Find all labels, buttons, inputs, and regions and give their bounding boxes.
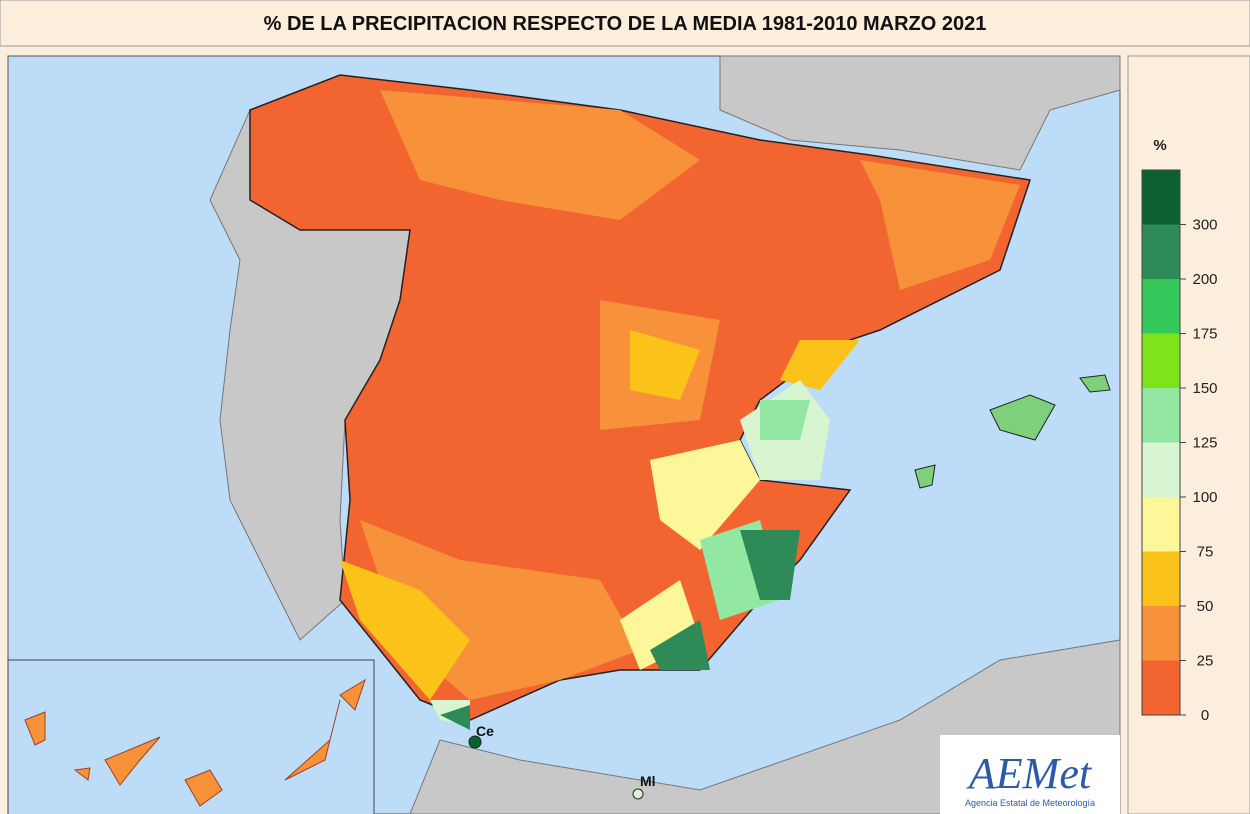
logo-subtitle: Agencia Estatal de Meteorología — [965, 798, 1095, 808]
map-figure: % DE LA PRECIPITACION RESPECTO DE LA MED… — [0, 0, 1250, 814]
legend-tick-label: 25 — [1197, 653, 1214, 670]
legend-tick-label: 200 — [1192, 271, 1217, 288]
legend-tick-label: 50 — [1197, 598, 1214, 615]
legend-tick-label: 0 — [1201, 707, 1209, 724]
page: % DE LA PRECIPITACION RESPECTO DE LA MED… — [0, 0, 1250, 814]
legend-tick-label: 150 — [1192, 380, 1217, 397]
legend-tick-label: 300 — [1192, 217, 1217, 234]
legend-swatch — [1142, 661, 1180, 716]
legend-tick-label: 100 — [1192, 489, 1217, 506]
legend-swatch — [1142, 497, 1180, 552]
legend-swatch — [1142, 225, 1180, 280]
legend-swatch — [1142, 334, 1180, 389]
legend-title: % — [1153, 137, 1166, 154]
legend-swatch — [1142, 170, 1180, 225]
legend-swatch — [1142, 552, 1180, 607]
legend-swatch — [1142, 443, 1180, 498]
legend-swatch — [1142, 606, 1180, 661]
legend-tick-label: 175 — [1192, 326, 1217, 343]
melilla — [633, 789, 643, 799]
place-label: Ml — [640, 773, 656, 789]
place-label: Ce — [476, 723, 494, 739]
logo: AEMet — [966, 749, 1093, 798]
legend-swatch — [1142, 388, 1180, 443]
legend-tick-label: 75 — [1197, 544, 1214, 561]
title: % DE LA PRECIPITACION RESPECTO DE LA MED… — [264, 13, 987, 35]
legend-tick-label: 125 — [1192, 435, 1217, 452]
legend-swatch — [1142, 279, 1180, 334]
